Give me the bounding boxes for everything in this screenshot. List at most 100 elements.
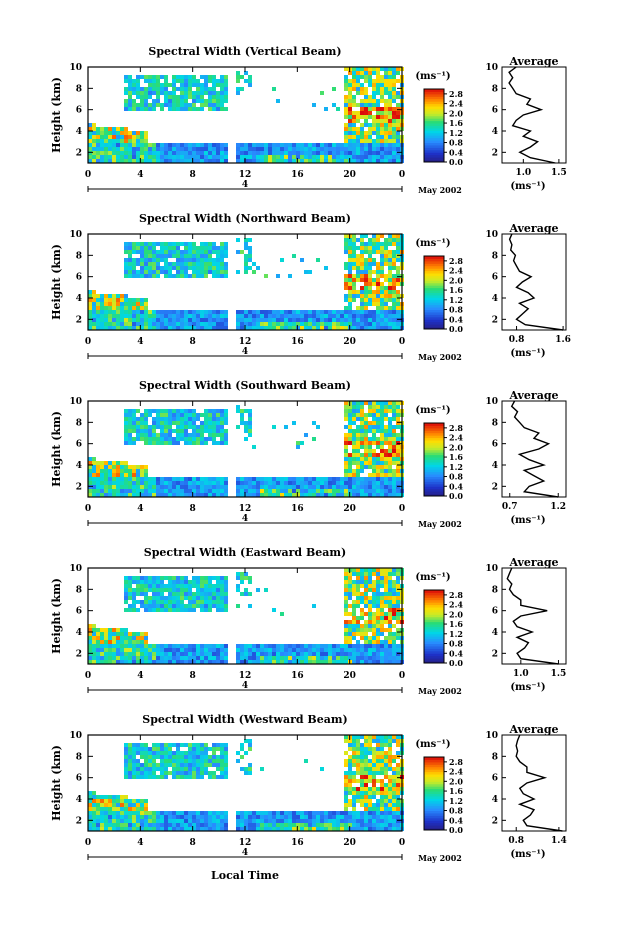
heatmap-cell (348, 819, 352, 823)
heatmap-cell (264, 314, 268, 318)
heatmap-cell (224, 827, 228, 831)
heatmap-cell (92, 799, 96, 803)
heatmap-cell (260, 489, 264, 493)
heatmap-cell (352, 79, 356, 83)
heatmap-cell (148, 258, 152, 262)
heatmap-cell (384, 99, 388, 103)
heatmap-cell (248, 155, 252, 159)
heatmap-cell (176, 660, 180, 664)
heatmap-cell (92, 298, 96, 302)
heatmap-cell (124, 298, 128, 302)
colorbar-swatch (424, 98, 444, 102)
heatmap-cell (256, 322, 260, 326)
heatmap-cell (292, 827, 296, 831)
heatmap-cell (144, 608, 148, 612)
heatmap-cell (148, 433, 152, 437)
heatmap-cell (164, 413, 168, 417)
heatmap-cell (260, 827, 264, 831)
heatmap-cell (376, 600, 380, 604)
heatmap-cell (92, 493, 96, 497)
heatmap-cell (124, 147, 128, 151)
heatmap-cell (376, 632, 380, 636)
heatmap-cell (256, 159, 260, 163)
heatmap-cell (100, 640, 104, 644)
heatmap-cell (148, 143, 152, 147)
heatmap-cell (336, 151, 340, 155)
heatmap-cell (332, 103, 336, 107)
heatmap-cell (380, 298, 384, 302)
heatmap-cell (92, 473, 96, 477)
heatmap-cell (356, 632, 360, 636)
heatmap-cell (256, 481, 260, 485)
heatmap-cell (320, 656, 324, 660)
heatmap-cell (156, 819, 160, 823)
heatmap-cell (376, 652, 380, 656)
heatmap-cell (200, 819, 204, 823)
heatmap-cell (356, 437, 360, 441)
heatmap-cell (216, 648, 220, 652)
heatmap-cell (288, 652, 292, 656)
heatmap-cell (368, 294, 372, 298)
heatmap-cell (356, 322, 360, 326)
heatmap-cell (356, 743, 360, 747)
heatmap-cell (212, 83, 216, 87)
heatmap-cell (236, 71, 240, 75)
heatmap-cell (148, 596, 152, 600)
heatmap-cell (360, 294, 364, 298)
heatmap-cell (364, 326, 368, 330)
heatmap-cell (352, 787, 356, 791)
heatmap-cell (200, 274, 204, 278)
heatmap-cell (304, 823, 308, 827)
heatmap-cell (108, 628, 112, 632)
heatmap-cell (380, 242, 384, 246)
colorbar-swatch (424, 130, 444, 134)
heatmap-cell (356, 648, 360, 652)
heatmap-cell (264, 823, 268, 827)
heatmap-cell (96, 135, 100, 139)
heatmap-cell (248, 75, 252, 79)
heatmap-cell (368, 572, 372, 576)
colorbar-swatch (424, 633, 444, 637)
heatmap-cell (388, 115, 392, 119)
heatmap-cell (88, 461, 92, 465)
heatmap-cell (192, 481, 196, 485)
heatmap-cell (196, 441, 200, 445)
heatmap-cell (200, 103, 204, 107)
heatmap-cell (136, 75, 140, 79)
heatmap-cell (240, 155, 244, 159)
heatmap-cell (240, 159, 244, 163)
heatmap-cell (304, 143, 308, 147)
heatmap-cell (108, 469, 112, 473)
heatmap-cell (200, 107, 204, 111)
heatmap-cell (396, 604, 400, 608)
heatmap-cell (392, 632, 396, 636)
heatmap-cell (328, 660, 332, 664)
heatmap-cell (140, 306, 144, 310)
heatmap-cell (364, 759, 368, 763)
heatmap-cell (172, 763, 176, 767)
heatmap-cell (240, 314, 244, 318)
heatmap-cell (216, 775, 220, 779)
heatmap-cell (368, 238, 372, 242)
heatmap-cell (180, 322, 184, 326)
heatmap-cell (140, 254, 144, 258)
heatmap-cell (352, 310, 356, 314)
heatmap-cell (168, 580, 172, 584)
heatmap-cell (184, 310, 188, 314)
heatmap-cell (188, 143, 192, 147)
heatmap-cell (380, 139, 384, 143)
heatmap-cell (364, 803, 368, 807)
heatmap-cell (388, 576, 392, 580)
heatmap-cell (192, 485, 196, 489)
heatmap-cell (200, 437, 204, 441)
heatmap-cell (140, 600, 144, 604)
heatmap-cell (392, 441, 396, 445)
heatmap-cell (320, 143, 324, 147)
heatmap-cell (216, 747, 220, 751)
heatmap-cell (168, 159, 172, 163)
heatmap-cell (248, 143, 252, 147)
heatmap-cell (88, 314, 92, 318)
heatmap-cell (132, 91, 136, 95)
heatmap-cell (376, 437, 380, 441)
heatmap-cell (380, 274, 384, 278)
